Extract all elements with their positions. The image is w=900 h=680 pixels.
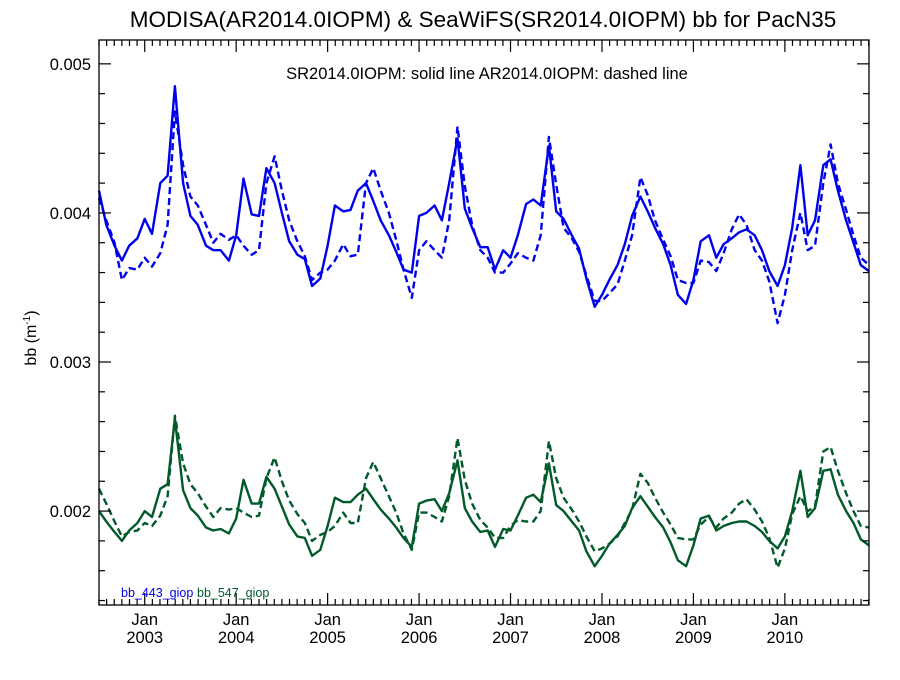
x-tick-label-month: Jan xyxy=(223,611,250,629)
plot-frame xyxy=(98,39,870,606)
series-line-2 xyxy=(98,417,870,568)
x-tick-label-year: 2009 xyxy=(675,629,712,647)
x-tick-label-year: 2005 xyxy=(309,629,346,647)
y-axis-label-exp: -1 xyxy=(22,315,33,324)
chart-annotation: SR2014.0IOPM: solid line AR2014.0IOPM: d… xyxy=(286,65,688,83)
y-tick-label: 0.003 xyxy=(50,354,91,372)
series-layer xyxy=(97,85,870,569)
x-tick-label-year: 2007 xyxy=(492,629,529,647)
x-tick-label-month: Jan xyxy=(589,611,616,629)
legend-entry-bb-547: bb_547_giop xyxy=(197,586,269,600)
y-axis-label-base: bb (m xyxy=(23,325,40,366)
x-tick-label-year: 2003 xyxy=(126,629,163,647)
y-tick-label: 0.002 xyxy=(50,503,91,521)
x-tick-label-month: Jan xyxy=(406,611,433,629)
x-tick-label-year: 2006 xyxy=(401,629,438,647)
chart-title: MODISA(AR2014.0IOPM) & SeaWiFS(SR2014.0I… xyxy=(130,7,837,32)
x-tick-label-year: 2004 xyxy=(218,629,255,647)
series-line-3 xyxy=(97,414,870,569)
y-tick-label: 0.004 xyxy=(50,205,91,223)
series-line-1 xyxy=(97,110,870,325)
y-axis-label: bb (m-1) xyxy=(22,310,40,365)
series-line-0 xyxy=(97,85,870,308)
x-tick-label-month: Jan xyxy=(497,611,524,629)
x-tick-label-month: Jan xyxy=(772,611,799,629)
x-tick-label-year: 2008 xyxy=(584,629,621,647)
y-axis-label-close: ) xyxy=(23,310,40,315)
x-tick-label-month: Jan xyxy=(131,611,158,629)
tick-layer: 0.0020.0030.0040.005Jan2003Jan2004Jan200… xyxy=(50,40,870,647)
y-tick-label: 0.005 xyxy=(50,56,91,74)
x-tick-label-month: Jan xyxy=(314,611,341,629)
legend-entry-bb-443: bb_443_giop xyxy=(121,586,193,600)
x-tick-label-month: Jan xyxy=(680,611,707,629)
x-tick-label-year: 2010 xyxy=(767,629,804,647)
